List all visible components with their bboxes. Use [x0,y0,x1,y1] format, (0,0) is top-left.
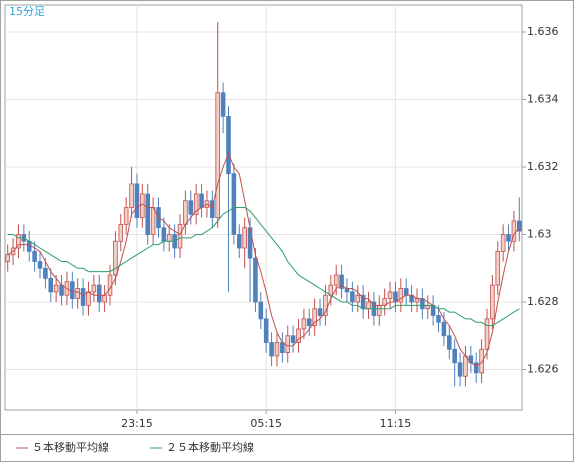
candle-body [242,227,247,249]
candle-body [59,284,64,296]
candle-body [457,362,463,377]
candle-body [102,294,107,303]
candle-body [161,227,167,242]
candle-body [236,234,242,249]
candle-body [32,250,37,262]
y-tick-label: 1.626 [527,363,559,376]
candle-body [377,304,382,316]
candle-body [48,277,54,293]
candle-body [183,200,188,225]
candle-body [129,183,134,208]
moving-average-line [7,207,520,327]
candle-body [96,284,102,303]
y-tick-label: 1.628 [527,295,559,308]
candle-body [16,234,21,249]
candle-body [210,200,215,219]
candle-body [473,362,479,374]
y-tick-label: 1.634 [527,93,559,106]
candle-body [393,291,398,303]
candle-body [312,308,317,327]
candle-body [140,193,145,219]
candle-body [366,301,371,310]
candle-body [123,207,129,225]
candle-body [258,301,264,320]
candle-body [387,291,393,300]
candle-body [511,220,517,242]
legend-label: ５本移動平均線 [32,440,109,454]
legend-label: ２５本移動平均線 [166,440,254,454]
candle-body [479,348,484,374]
y-tick-label: 1.636 [527,25,559,38]
candle-body [414,298,420,303]
candle-body [317,308,323,316]
candle-body [134,183,140,219]
candle-body [290,335,296,343]
candle-body [263,318,269,343]
candle-body [215,92,221,219]
candle-body [430,304,436,316]
timeframe-label: 15分足 [9,5,45,18]
candle-body [420,298,425,310]
candle-body [86,291,91,306]
candle-body [274,342,280,357]
candle-body [80,288,86,306]
candle-body [506,234,511,242]
candle-body [253,257,258,303]
candle-body [177,223,183,249]
candle-body [452,348,457,364]
candle-body [500,234,506,252]
candle-body [193,193,199,215]
candle-body [447,335,452,350]
x-tick-label: 11:15 [380,417,412,430]
plot-area [4,4,523,411]
candle-body [269,342,274,357]
candle-body [166,234,172,242]
candle-body [333,274,339,286]
candle-body [328,284,334,296]
candle-body [145,193,150,235]
candle-body [150,207,156,235]
candle-body [296,328,301,343]
candle-body [484,318,490,350]
candle-body [26,240,32,252]
candle-body [339,274,344,289]
candle-body [350,291,355,303]
candle-body [70,281,75,300]
candle-body [231,173,237,235]
candle-body [53,284,59,293]
candle-body [436,315,441,323]
candle-body [495,250,501,286]
candle-body [91,284,97,293]
candle-body [75,288,80,300]
candle-body [280,342,285,354]
x-tick-label: 23:15 [121,417,153,430]
y-tick-label: 1.63 [527,228,552,241]
candle-body [199,193,204,208]
candle-body [226,115,231,175]
x-tick-label: 05:15 [250,417,282,430]
candle-body [220,92,226,117]
candle-body [355,294,361,303]
candle-body [344,288,350,293]
candle-body [441,321,447,337]
candle-body [301,318,307,330]
candle-body [118,223,124,242]
candle-body [306,318,312,327]
y-tick-label: 1.632 [527,160,559,173]
candle-body [37,261,43,269]
candle-body [490,284,495,320]
candle-body [113,240,118,276]
candle-body [188,200,194,215]
candle-body [5,254,10,262]
candle-body [463,355,468,377]
candle-body [43,267,48,279]
candle-body [398,288,404,303]
candle-body [323,294,328,316]
candle-body [285,335,291,354]
candle-body [403,288,409,296]
candle-body [517,220,522,232]
